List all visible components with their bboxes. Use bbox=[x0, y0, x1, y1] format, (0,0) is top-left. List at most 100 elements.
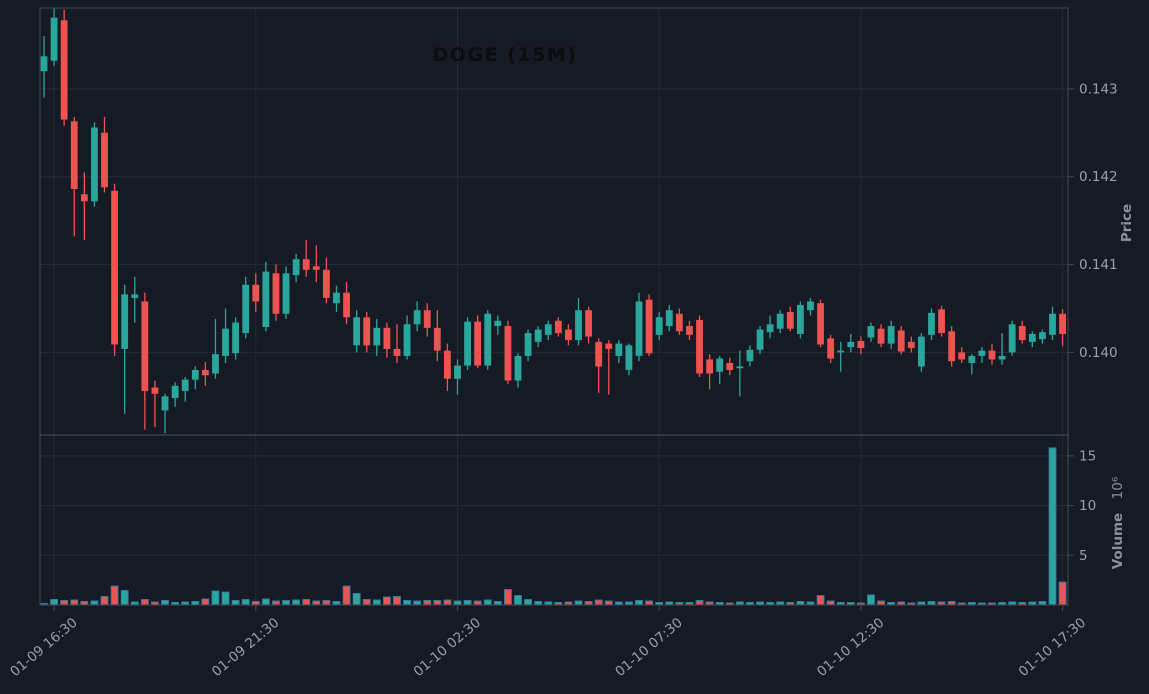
candle bbox=[181, 377, 189, 402]
x-tick-label: 01-09 21:30 bbox=[209, 615, 282, 680]
candle-body bbox=[262, 271, 270, 327]
volume-bar bbox=[524, 599, 532, 606]
candle bbox=[716, 355, 724, 385]
candle-body bbox=[111, 190, 118, 345]
candle-body bbox=[363, 317, 371, 346]
candle bbox=[766, 315, 774, 339]
x-tick-label: 01-10 02:30 bbox=[411, 615, 484, 680]
candle bbox=[454, 359, 461, 395]
price-axis-title: Price bbox=[1119, 204, 1135, 242]
candle-body bbox=[958, 352, 966, 360]
candle bbox=[706, 354, 714, 390]
x-tick-label: 01-09 16:30 bbox=[7, 615, 80, 680]
volume-bar bbox=[382, 596, 391, 606]
candle bbox=[232, 317, 240, 360]
candle bbox=[726, 357, 734, 376]
candle bbox=[595, 338, 603, 393]
candle bbox=[1028, 331, 1036, 348]
candle bbox=[665, 304, 673, 332]
candle-body bbox=[837, 350, 845, 353]
candle bbox=[837, 341, 845, 372]
candle-body bbox=[645, 299, 653, 354]
candle bbox=[1059, 309, 1066, 347]
candle bbox=[393, 324, 401, 363]
price-tick-label: 0.142 bbox=[1079, 169, 1118, 185]
candle-body bbox=[242, 284, 250, 334]
volume-bar bbox=[1048, 447, 1057, 606]
candle-body bbox=[383, 327, 391, 349]
candle bbox=[1008, 320, 1016, 356]
candle bbox=[322, 257, 330, 304]
candle-body bbox=[766, 324, 774, 333]
candle bbox=[635, 292, 643, 362]
candle bbox=[91, 122, 98, 207]
candle-body bbox=[665, 310, 673, 327]
candle-body bbox=[968, 355, 976, 363]
volume-bar bbox=[292, 599, 301, 606]
candle bbox=[736, 350, 744, 397]
volume-bar bbox=[50, 599, 58, 606]
candle bbox=[60, 9, 68, 126]
candle bbox=[847, 333, 855, 353]
candle bbox=[756, 326, 764, 355]
candle-body bbox=[322, 269, 330, 298]
candle-body bbox=[625, 345, 633, 370]
candle bbox=[292, 254, 300, 283]
candle-body bbox=[302, 259, 310, 270]
candle-body bbox=[40, 56, 48, 72]
candle-body bbox=[131, 294, 139, 298]
x-tick-label: 01-10 12:30 bbox=[814, 615, 887, 680]
volume-bar bbox=[433, 600, 442, 606]
candle-body bbox=[353, 317, 361, 346]
volume-bar bbox=[393, 596, 401, 606]
candle-body bbox=[978, 350, 986, 356]
candle bbox=[333, 285, 340, 312]
candle bbox=[50, 8, 58, 66]
candle-body bbox=[413, 310, 421, 325]
candle-body bbox=[897, 330, 905, 352]
candle-body bbox=[444, 350, 451, 379]
candle bbox=[1049, 306, 1056, 341]
candle bbox=[928, 308, 935, 341]
candle-body bbox=[917, 336, 925, 367]
volume-bar bbox=[443, 599, 452, 606]
candle-body bbox=[272, 273, 280, 314]
candle-body bbox=[615, 343, 623, 356]
candle-body bbox=[50, 17, 58, 61]
candle-body bbox=[484, 313, 492, 366]
price-tick-label: 0.143 bbox=[1079, 81, 1118, 97]
candle bbox=[373, 319, 381, 356]
candle bbox=[282, 266, 290, 320]
candle bbox=[585, 306, 592, 344]
volume-bar bbox=[211, 590, 220, 606]
candle bbox=[121, 284, 129, 414]
candle-body bbox=[343, 292, 350, 318]
candle-body bbox=[907, 341, 915, 349]
candle-body bbox=[141, 301, 149, 392]
candle-body bbox=[151, 387, 159, 394]
candle-body bbox=[998, 355, 1006, 360]
candle-body bbox=[312, 266, 320, 270]
chart-title: DOGE (15M) bbox=[432, 44, 578, 66]
candle bbox=[161, 393, 169, 434]
candle bbox=[151, 380, 159, 428]
candle bbox=[131, 276, 139, 323]
candle bbox=[645, 294, 653, 356]
volume-bar bbox=[201, 598, 210, 606]
candle bbox=[655, 311, 663, 341]
candle bbox=[817, 299, 824, 348]
candle bbox=[796, 301, 804, 339]
candle bbox=[111, 183, 118, 356]
candle-body bbox=[282, 273, 290, 314]
volume-bar bbox=[514, 595, 522, 606]
volume-tick-label: 10 bbox=[1079, 498, 1096, 514]
candle bbox=[312, 245, 320, 283]
candle-body bbox=[1028, 333, 1036, 342]
candle-body bbox=[928, 312, 935, 335]
candle bbox=[70, 116, 78, 237]
candle bbox=[786, 306, 794, 332]
volume-bar bbox=[594, 599, 603, 606]
x-tick-label: 01-10 17:30 bbox=[1016, 615, 1089, 680]
candle bbox=[252, 273, 260, 312]
candle bbox=[887, 320, 895, 349]
